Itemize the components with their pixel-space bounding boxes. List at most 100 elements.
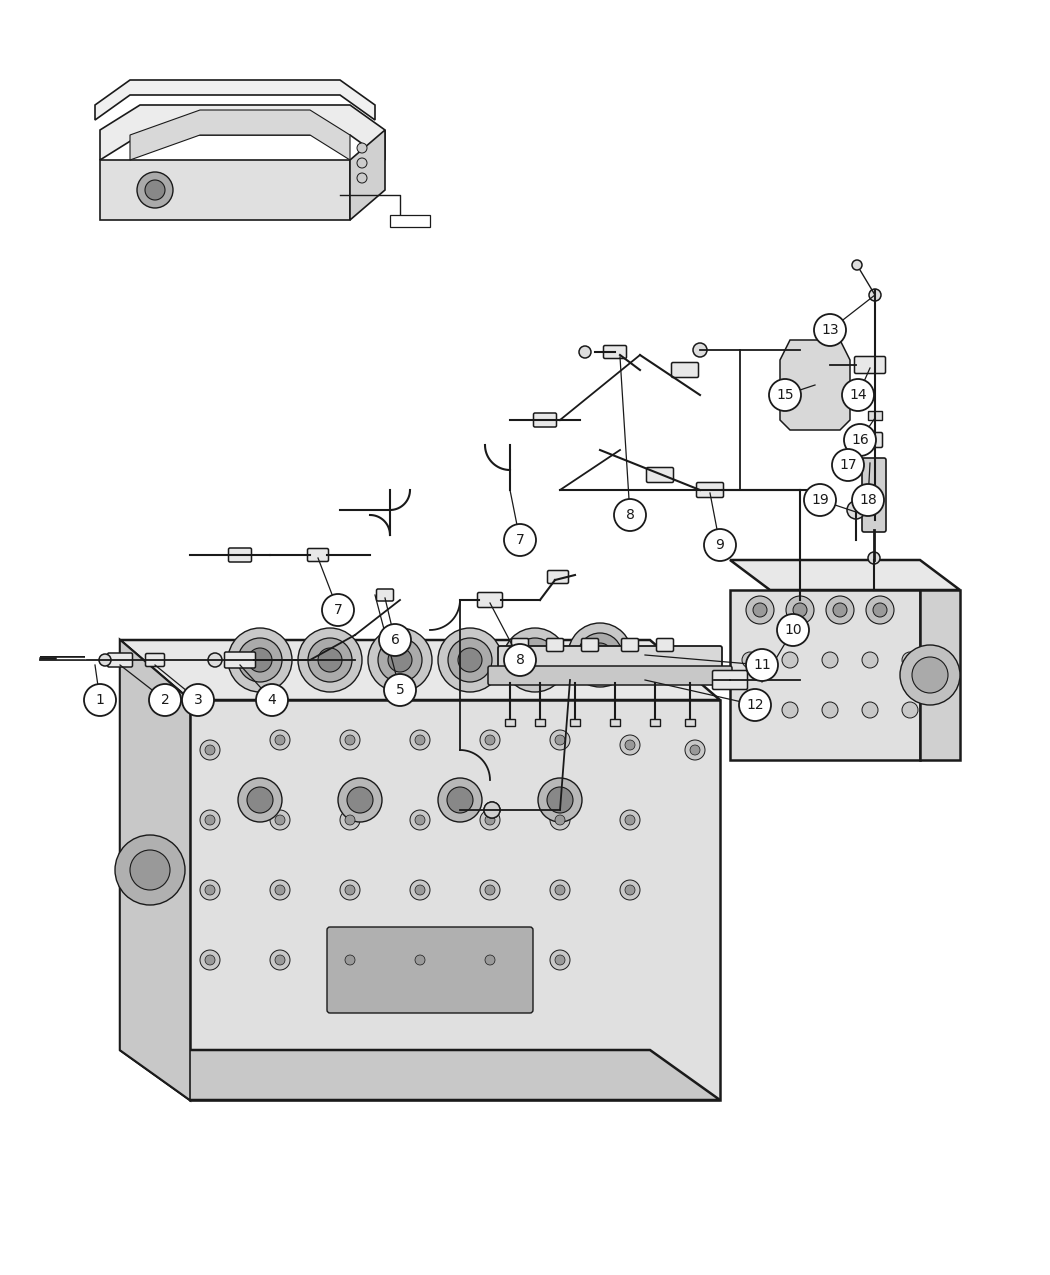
Circle shape [822, 703, 838, 718]
Circle shape [866, 595, 894, 623]
Circle shape [742, 703, 758, 718]
Circle shape [205, 745, 215, 755]
Circle shape [415, 955, 425, 965]
Circle shape [902, 703, 918, 718]
Circle shape [782, 652, 798, 668]
Polygon shape [100, 159, 350, 221]
Circle shape [448, 638, 492, 682]
Circle shape [555, 734, 565, 745]
FancyBboxPatch shape [533, 413, 556, 427]
Circle shape [555, 955, 565, 965]
Circle shape [247, 787, 273, 813]
Circle shape [804, 484, 836, 516]
Text: 7: 7 [516, 533, 524, 547]
Circle shape [340, 810, 360, 830]
Text: 7: 7 [334, 603, 342, 617]
Text: 11: 11 [753, 658, 771, 672]
FancyBboxPatch shape [308, 548, 329, 561]
Bar [610, 719, 620, 725]
FancyBboxPatch shape [547, 570, 568, 584]
FancyBboxPatch shape [498, 646, 722, 668]
Circle shape [205, 955, 215, 965]
Circle shape [378, 638, 422, 682]
Circle shape [270, 810, 290, 830]
Circle shape [769, 379, 801, 411]
Circle shape [862, 703, 878, 718]
Text: 19: 19 [811, 493, 828, 507]
Polygon shape [94, 80, 375, 120]
Text: 4: 4 [268, 694, 276, 708]
Circle shape [345, 815, 355, 825]
Text: 1: 1 [96, 694, 104, 708]
Circle shape [503, 629, 567, 692]
Circle shape [298, 629, 362, 692]
Circle shape [847, 501, 865, 519]
Circle shape [833, 603, 847, 617]
Circle shape [228, 629, 292, 692]
Circle shape [270, 731, 290, 750]
Circle shape [555, 885, 565, 895]
Text: 17: 17 [839, 458, 857, 472]
FancyBboxPatch shape [604, 346, 627, 358]
Bar [570, 719, 580, 725]
Circle shape [842, 379, 874, 411]
Circle shape [704, 529, 736, 561]
Circle shape [625, 885, 635, 895]
Text: 2: 2 [161, 694, 169, 708]
Circle shape [379, 623, 411, 657]
Circle shape [513, 638, 557, 682]
Circle shape [136, 172, 173, 208]
Circle shape [480, 731, 500, 750]
FancyBboxPatch shape [488, 666, 732, 685]
Circle shape [900, 645, 960, 705]
FancyBboxPatch shape [855, 357, 885, 374]
Polygon shape [120, 640, 190, 1100]
Circle shape [873, 603, 887, 617]
Circle shape [340, 880, 360, 900]
Circle shape [869, 289, 881, 301]
Circle shape [782, 703, 798, 718]
Circle shape [868, 552, 880, 564]
Text: 10: 10 [784, 623, 802, 638]
Circle shape [786, 595, 814, 623]
Circle shape [484, 802, 500, 819]
Circle shape [388, 648, 412, 672]
Circle shape [410, 810, 430, 830]
Circle shape [485, 734, 495, 745]
Circle shape [902, 652, 918, 668]
Circle shape [844, 425, 876, 456]
Text: 8: 8 [626, 507, 634, 521]
Circle shape [357, 143, 367, 153]
Circle shape [200, 810, 220, 830]
Circle shape [205, 885, 215, 895]
Circle shape [746, 649, 778, 681]
Polygon shape [120, 640, 720, 700]
Circle shape [504, 644, 536, 676]
FancyBboxPatch shape [858, 432, 882, 448]
Circle shape [438, 778, 482, 822]
FancyBboxPatch shape [546, 639, 564, 652]
Circle shape [410, 950, 430, 970]
Circle shape [308, 638, 352, 682]
Text: 8: 8 [516, 653, 524, 667]
Circle shape [410, 880, 430, 900]
Circle shape [742, 652, 758, 668]
Circle shape [485, 885, 495, 895]
Circle shape [690, 745, 700, 755]
Circle shape [200, 740, 220, 760]
Bar [685, 719, 695, 725]
FancyBboxPatch shape [327, 927, 533, 1014]
Circle shape [852, 484, 884, 516]
Circle shape [620, 734, 640, 755]
Circle shape [275, 734, 285, 745]
Circle shape [145, 180, 165, 200]
Circle shape [588, 643, 612, 667]
Circle shape [550, 731, 570, 750]
Text: 14: 14 [849, 388, 867, 402]
Circle shape [614, 499, 646, 530]
Circle shape [340, 950, 360, 970]
FancyBboxPatch shape [107, 653, 132, 667]
Circle shape [862, 652, 878, 668]
Circle shape [822, 652, 838, 668]
Text: 5: 5 [396, 683, 404, 697]
